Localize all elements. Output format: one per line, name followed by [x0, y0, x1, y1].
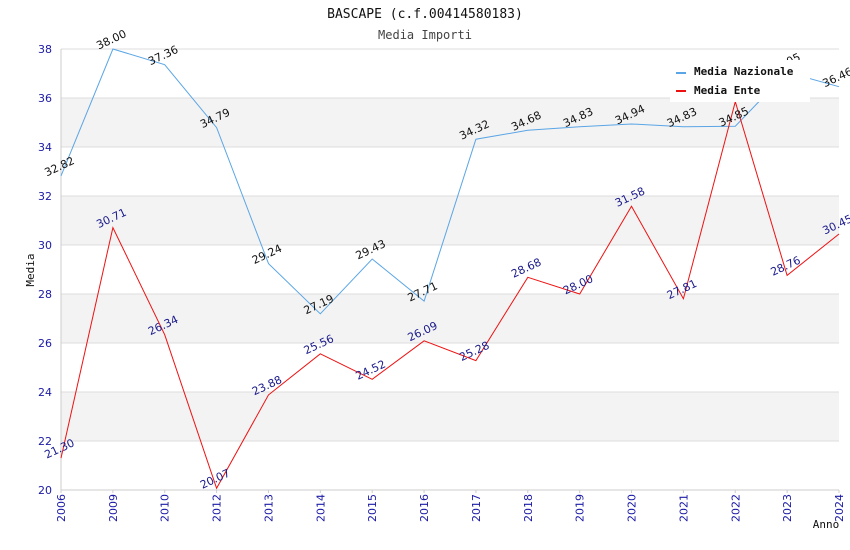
x-tick-label: 2024 [833, 494, 846, 522]
y-tick-label: 38 [38, 43, 52, 56]
legend: Media Nazionale Media Ente [670, 60, 810, 102]
data-label: 32.82 [42, 154, 76, 179]
x-tick-label: 2016 [418, 494, 431, 522]
y-tick-label: 32 [38, 190, 52, 203]
x-tick-label: 2010 [159, 494, 172, 522]
chart-title: BASCAPE (c.f.00414580183) [327, 7, 523, 22]
plot-band [61, 294, 839, 343]
data-label: 20.07 [198, 467, 232, 492]
y-tick-label: 24 [38, 386, 52, 399]
series-line-media-ente [60, 99, 840, 490]
data-label: 29.24 [250, 242, 284, 267]
x-tick-label: 2022 [729, 494, 742, 522]
data-label: 28.68 [509, 256, 543, 281]
chart-subtitle: Media Importi [378, 28, 472, 42]
x-tick-label: 2020 [626, 494, 639, 522]
x-tick-label: 2015 [366, 494, 379, 522]
y-tick-label: 26 [38, 337, 52, 350]
data-label: 28.76 [769, 254, 803, 279]
series-lines [60, 48, 840, 490]
x-tick-label: 2006 [55, 494, 68, 522]
y-tick-label: 30 [38, 239, 52, 252]
x-tick-label: 2009 [107, 494, 120, 522]
x-tick-label: 2014 [314, 494, 327, 522]
x-tick-label: 2013 [262, 494, 275, 522]
plot-band [61, 98, 839, 147]
y-tick-label: 28 [38, 288, 52, 301]
axes [60, 49, 840, 493]
y-tick-label: 22 [38, 435, 52, 448]
x-tick-label: 2017 [470, 494, 483, 522]
x-tick-labels: 2006 2009 2010 2012 2013 2014 2015 2016 2017 2018… [55, 494, 846, 522]
y-tick-label: 34 [38, 141, 52, 154]
y-tick-label: 36 [38, 92, 52, 105]
x-tick-label: 2012 [211, 494, 224, 522]
legend-label-media-ente: Media Ente [694, 84, 761, 97]
x-tick-label: 2023 [781, 494, 794, 522]
y-axis-label: Media [24, 253, 37, 286]
legend-label-media-nazionale: Media Nazionale [694, 65, 794, 78]
y-tick-labels: 20 22 24 26 28 30 32 34 36 38 [38, 43, 52, 497]
x-axis-label: Anno [813, 518, 840, 531]
series-line-media-nazionale [60, 48, 840, 315]
x-tick-label: 2021 [677, 494, 690, 522]
x-tick-label: 2018 [522, 494, 535, 522]
x-tick-label: 2019 [574, 494, 587, 522]
y-tick-label: 20 [38, 484, 52, 497]
legend-box [670, 60, 810, 102]
data-label: 36.46 [820, 65, 850, 90]
plot-background-bands [61, 98, 839, 441]
plot-band [61, 392, 839, 441]
